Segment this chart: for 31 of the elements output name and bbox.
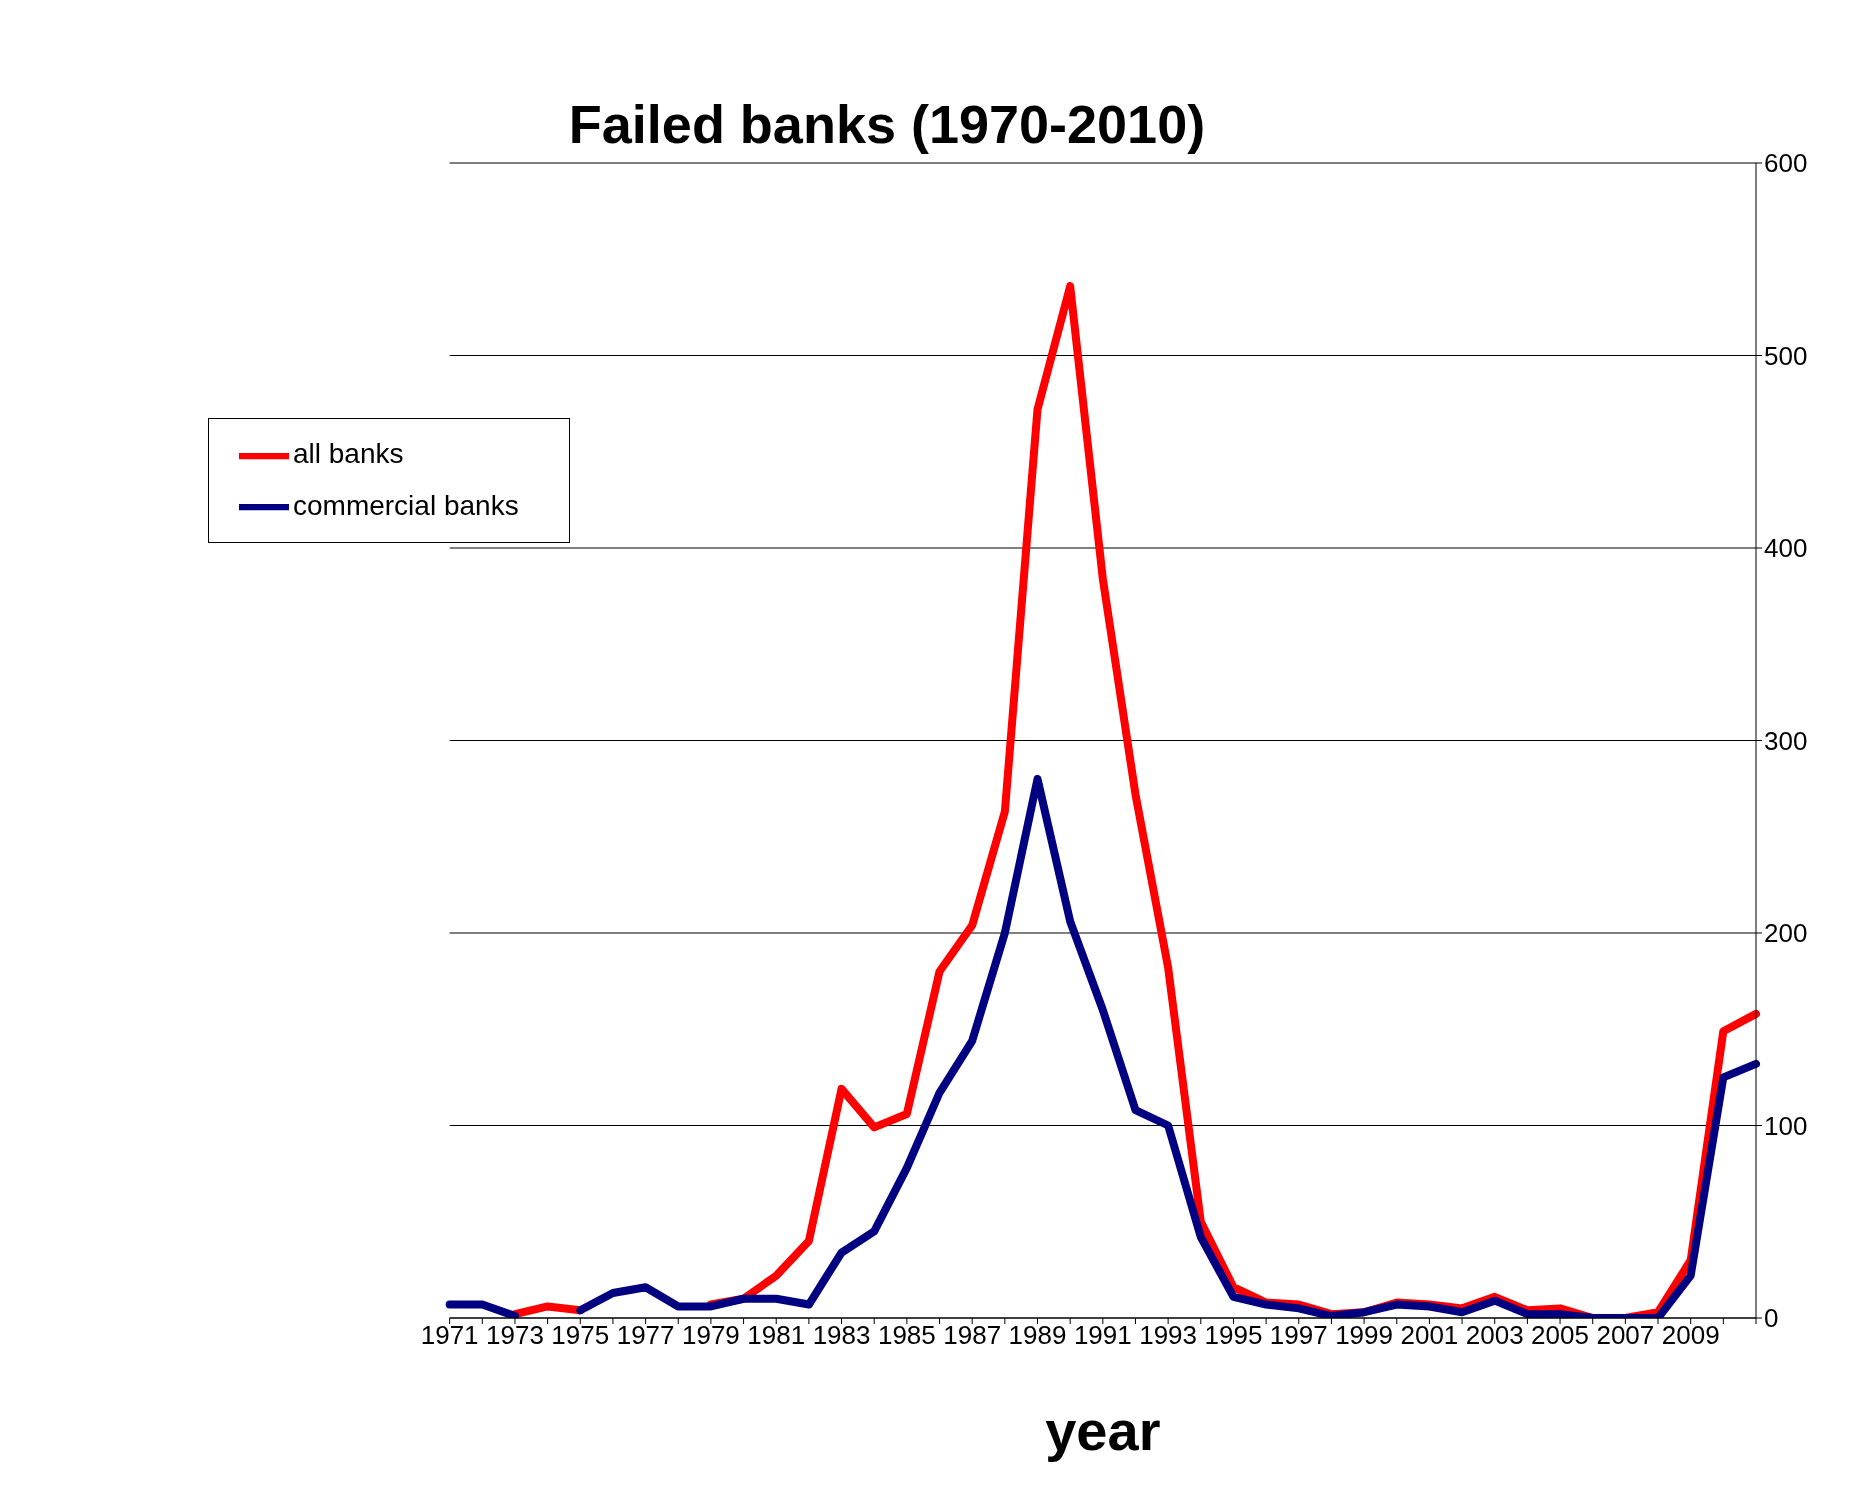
x-tick-label: 1989 — [1008, 1320, 1067, 1351]
x-tick-label: 2007 — [1596, 1320, 1655, 1351]
y-tick-label: 200 — [1764, 918, 1808, 949]
x-tick-label: 2009 — [1661, 1320, 1720, 1351]
legend-label: all banks — [293, 438, 404, 469]
x-tick-label: 2005 — [1531, 1320, 1589, 1351]
x-tick-label: 1987 — [943, 1320, 1002, 1351]
y-tick-label: 600 — [1764, 148, 1808, 179]
x-tick-label: 1975 — [551, 1320, 610, 1351]
x-tick-label: 1991 — [1073, 1320, 1132, 1351]
x-tick-label: 1977 — [616, 1320, 675, 1351]
y-tick-label: 400 — [1764, 533, 1808, 564]
y-tick-label: 300 — [1764, 725, 1808, 756]
x-tick-label: 1997 — [1269, 1320, 1328, 1351]
x-tick-label: 1999 — [1335, 1320, 1394, 1351]
x-tick-label: 2001 — [1400, 1320, 1459, 1351]
x-tick-label: 1973 — [486, 1320, 544, 1351]
x-tick-label: 1979 — [681, 1320, 740, 1351]
chart-title: Failed banks (1970-2010) — [568, 94, 1206, 154]
x-tick-label: 1985 — [877, 1320, 936, 1351]
x-tick-label: 1981 — [747, 1320, 806, 1351]
x-tick-label: 1993 — [1139, 1320, 1198, 1351]
x-tick-label: 1995 — [1204, 1320, 1263, 1351]
x-axis-title: year — [1045, 1399, 1161, 1462]
x-tick-label: 1983 — [812, 1320, 871, 1351]
x-tick-label: 2003 — [1465, 1320, 1524, 1351]
y-tick-label: 100 — [1764, 1110, 1808, 1141]
y-tick-label: 500 — [1764, 340, 1808, 371]
legend-label: commercial banks — [293, 489, 519, 521]
y-tick-label: 0 — [1764, 1303, 1779, 1334]
x-tick-label: 1971 — [420, 1320, 479, 1351]
